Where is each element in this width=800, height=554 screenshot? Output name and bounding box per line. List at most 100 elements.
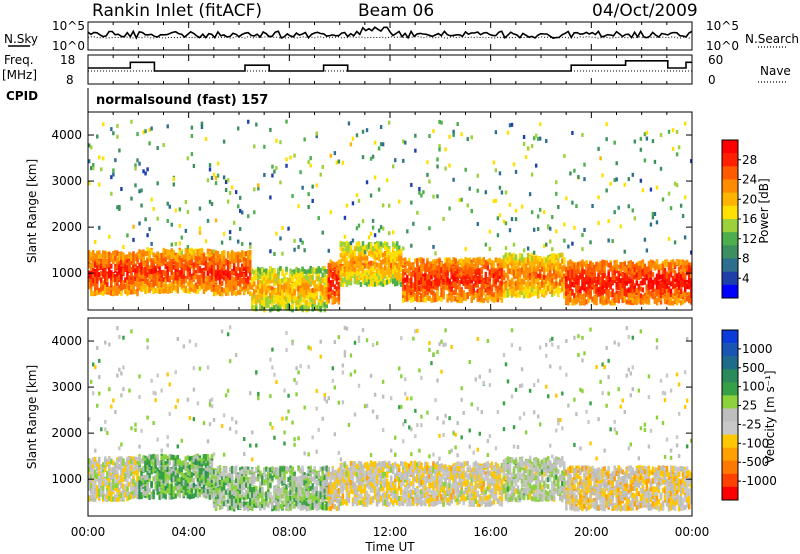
- data-cell: [124, 283, 127, 289]
- data-cell: [392, 259, 395, 265]
- data-cell: [174, 255, 177, 261]
- data-cell: [436, 282, 439, 288]
- data-cell: [234, 190, 238, 195]
- data-cell: [563, 293, 566, 299]
- data-cell: [178, 278, 182, 284]
- data-cell: [414, 267, 417, 273]
- data-cell: [198, 230, 202, 235]
- data-cell: [136, 288, 139, 294]
- data-cell: [293, 247, 296, 252]
- data-cell: [102, 261, 105, 267]
- data-cell: [567, 244, 570, 249]
- data-cell: [261, 279, 264, 285]
- data-cell: [379, 273, 383, 279]
- data-cell: [194, 255, 198, 261]
- data-cell: [236, 256, 240, 262]
- data-cell: [406, 268, 409, 274]
- data-cell: [422, 263, 425, 269]
- data-cell: [102, 250, 105, 256]
- data-cell: [571, 130, 574, 135]
- data-cell: [198, 260, 202, 266]
- data-cell: [243, 289, 246, 295]
- data-cell: [261, 289, 264, 295]
- data-cell: [249, 256, 252, 262]
- data-cell: [180, 252, 184, 258]
- data-cell: [255, 122, 258, 127]
- data-cell: [347, 280, 351, 286]
- data-cell: [512, 289, 516, 295]
- data-cell: [400, 248, 403, 254]
- data-cell: [265, 299, 268, 305]
- data-cell: [132, 257, 135, 263]
- data-cell: [200, 272, 204, 278]
- data-cell: [438, 274, 441, 280]
- data-cell: [156, 146, 159, 150]
- data-cell: [269, 266, 272, 272]
- data-cell: [216, 251, 220, 257]
- data-cell: [355, 258, 359, 264]
- data-cell: [222, 250, 226, 256]
- data-cell: [122, 244, 125, 249]
- data-cell: [253, 290, 256, 296]
- data-cell: [259, 283, 262, 289]
- data-cell: [122, 256, 125, 262]
- data-cell: [482, 257, 486, 263]
- data-cell: [377, 275, 381, 281]
- data-cell: [508, 202, 512, 207]
- data-cell: [190, 274, 194, 280]
- data-cell: [327, 267, 330, 273]
- data-cell: [444, 276, 447, 282]
- data-cell: [490, 259, 494, 265]
- data-cell: [160, 261, 163, 267]
- data-cell: [150, 197, 153, 202]
- data-cell: [418, 257, 421, 263]
- data-cell: [102, 156, 105, 161]
- data-cell: [432, 244, 435, 249]
- data-cell: [394, 271, 397, 277]
- data-cell: [476, 173, 479, 178]
- data-cell: [349, 244, 353, 250]
- data-cell: [341, 277, 345, 283]
- data-cell: [496, 266, 500, 272]
- data-cell: [243, 273, 246, 279]
- data-cell: [349, 241, 353, 246]
- data-cell: [214, 276, 218, 282]
- data-cell: [293, 281, 296, 287]
- data-cell: [563, 257, 566, 263]
- data-cell: [345, 272, 349, 278]
- data-cell: [200, 278, 204, 284]
- data-cell: [287, 226, 290, 231]
- data-cell: [144, 288, 147, 294]
- data-cell: [545, 242, 548, 247]
- data-cell: [267, 269, 270, 275]
- data-cell: [569, 171, 572, 176]
- data-cell: [426, 295, 429, 301]
- data-cell: [218, 274, 222, 280]
- data-cell: [309, 163, 312, 168]
- data-cell: [126, 264, 129, 270]
- data-cell: [422, 297, 425, 303]
- data-cell: [448, 163, 451, 168]
- data-cell: [317, 273, 320, 279]
- data-cell: [283, 304, 286, 310]
- data-cell: [476, 222, 479, 227]
- data-cell: [396, 262, 399, 268]
- data-cell: [579, 300, 582, 306]
- data-cell: [353, 274, 357, 280]
- data-cell: [241, 271, 244, 277]
- data-cell: [234, 254, 238, 260]
- data-cell: [273, 274, 276, 280]
- data-cell: [184, 253, 188, 259]
- data-cell: [148, 287, 151, 293]
- data-cell: [315, 131, 318, 136]
- data-cell: [567, 272, 570, 278]
- data-cell: [325, 296, 328, 302]
- data-cell: [402, 139, 405, 144]
- data-cell: [184, 256, 188, 262]
- data-cell: [536, 273, 540, 279]
- data-cell: [454, 259, 457, 265]
- data-cell: [315, 304, 318, 310]
- data-cell: [128, 289, 131, 295]
- data-cell: [293, 238, 296, 243]
- data-cell: [265, 290, 268, 296]
